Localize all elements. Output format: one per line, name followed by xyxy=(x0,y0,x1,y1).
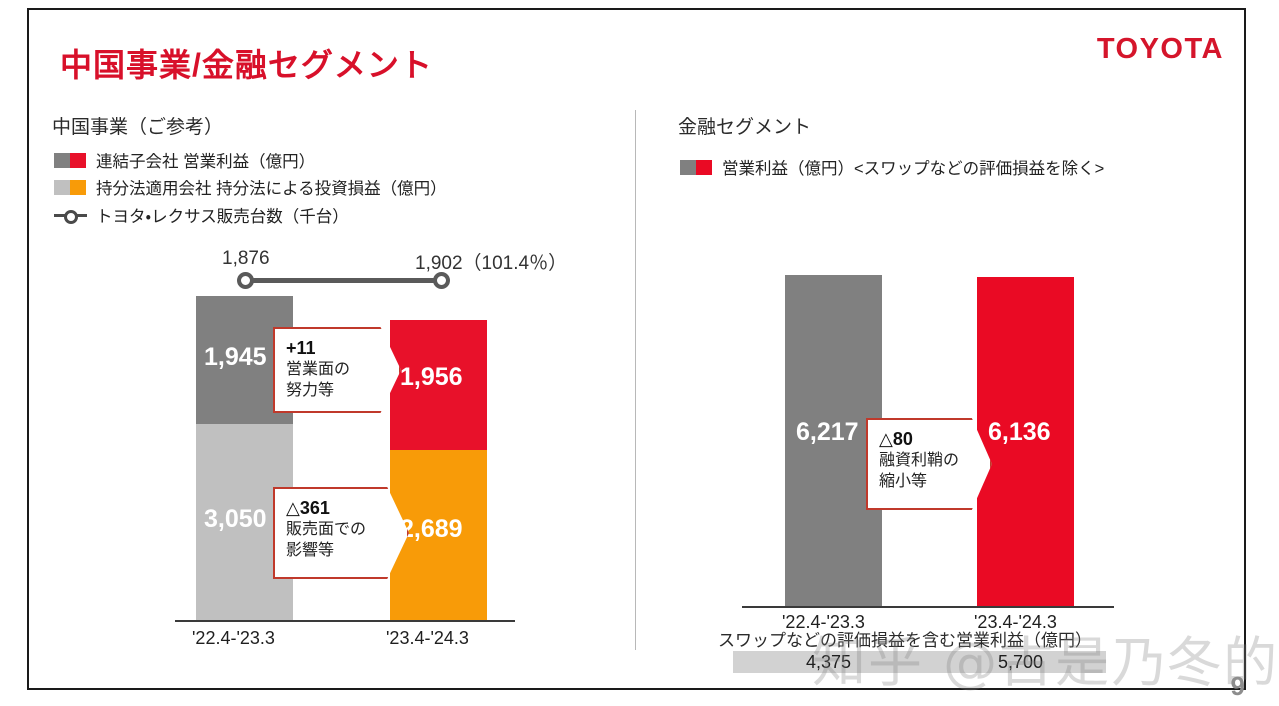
right-axis-label-fy2022: '22.4-'23.3 xyxy=(782,612,865,632)
legend-label: 営業利益（億円）<スワップなどの評価損益を除く> xyxy=(722,160,1105,178)
callout-delta: +11 xyxy=(286,338,316,358)
callout-text-line2: 影響等 xyxy=(286,542,335,560)
callout-delta: △80 xyxy=(879,429,913,449)
bar-value-fy2022-consolidated: 1,945 xyxy=(204,343,267,371)
line-marker-icon xyxy=(54,208,87,224)
callout-sales-impact: △361 販売面での 影響等 xyxy=(273,487,409,579)
callout-text-line1: 融資利鞘の xyxy=(879,452,960,470)
left-chart-x-axis xyxy=(175,620,515,622)
callout-delta: △361 xyxy=(286,498,330,518)
toyota-logo: TOYOTA xyxy=(1096,33,1224,65)
swap-table-band xyxy=(733,651,1106,673)
page-title: 中国事業/金融セグメント xyxy=(60,47,433,83)
sales-volume-line xyxy=(245,278,441,283)
bar-value-fy2023-financial: 6,136 xyxy=(988,418,1051,446)
legend-label: トヨタ・レクサス販売台数（千台） xyxy=(96,208,349,226)
legend-item-sales-volume: トヨタ・レクサス販売台数（千台） xyxy=(54,203,349,227)
swatch-pair-icon xyxy=(54,152,87,168)
legend-item-equity-method: 持分法適用会社 持分法による投資損益（億円） xyxy=(54,175,447,199)
right-axis-label-fy2023: '23.4-'24.3 xyxy=(974,612,1057,632)
callout-lending-spread: △80 融資利鞘の 縮小等 xyxy=(866,418,992,510)
sales-volume-label-fy2022: 1,876 xyxy=(222,248,270,269)
slide-border xyxy=(27,8,1246,690)
callout-text-line2: 縮小等 xyxy=(879,473,928,491)
swatch-pair-icon xyxy=(54,179,87,195)
bar-fy2023-financial xyxy=(977,277,1074,606)
bar-value-fy2022-equity-method: 3,050 xyxy=(204,505,267,533)
callout-text-line1: 営業面の xyxy=(286,361,351,379)
page-number: 9 xyxy=(1230,671,1245,701)
legend-label: 持分法適用会社 持分法による投資損益（億円） xyxy=(96,180,447,198)
right-panel-heading: 金融セグメント xyxy=(678,117,812,138)
swap-table-caption: スワップなどの評価損益を含む営業利益（億円） xyxy=(718,631,1092,650)
china-business-chart: 1,876 1,902（101.4％） 1,945 3,050 1,956 2,… xyxy=(175,248,568,648)
legend-label: 連結子会社 営業利益（億円） xyxy=(96,153,316,171)
sales-volume-marker-fy2023 xyxy=(433,272,450,289)
left-axis-label-fy2023: '23.4-'24.3 xyxy=(386,628,469,648)
sales-volume-label-fy2023: 1,902（101.4％） xyxy=(415,253,568,274)
swap-value-fy2023: 5,700 xyxy=(998,652,1044,672)
callout-operating-effort: +11 営業面の 努力等 xyxy=(273,327,401,413)
left-axis-label-fy2022: '22.4-'23.3 xyxy=(192,628,275,648)
swatch-pair-icon xyxy=(680,159,713,175)
legend-item-consolidated-subsidiaries: 連結子会社 営業利益（億円） xyxy=(54,148,315,172)
bar-value-fy2022-financial: 6,217 xyxy=(796,418,859,446)
bar-fy2022-financial xyxy=(785,275,882,606)
sales-volume-marker-fy2022 xyxy=(237,272,254,289)
swap-value-fy2022: 4,375 xyxy=(806,652,852,672)
legend-item-financial-operating-income: 営業利益（億円）<スワップなどの評価損益を除く> xyxy=(680,155,1104,179)
callout-text-line2: 努力等 xyxy=(286,382,335,400)
bar-value-fy2023-equity-method: 2,689 xyxy=(400,515,463,543)
callout-text-line1: 販売面での xyxy=(286,521,367,539)
right-chart-x-axis xyxy=(742,606,1114,608)
bar-value-fy2023-consolidated: 1,956 xyxy=(400,363,463,391)
left-panel-heading: 中国事業（ご参考） xyxy=(52,117,224,138)
panel-divider xyxy=(635,110,636,650)
bar-fy2023-consolidated xyxy=(390,320,487,450)
